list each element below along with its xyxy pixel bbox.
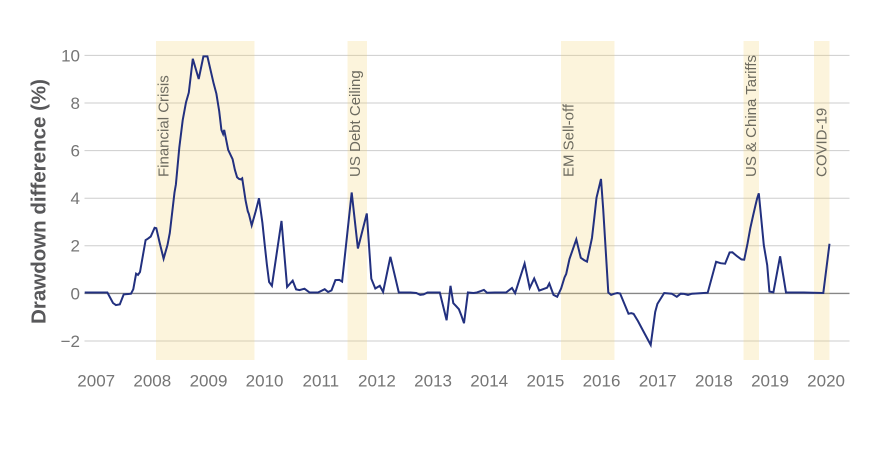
svg-text:2017: 2017 (639, 372, 677, 391)
svg-text:4: 4 (71, 189, 80, 208)
svg-text:2011: 2011 (303, 372, 340, 391)
svg-text:2010: 2010 (246, 372, 284, 391)
svg-text:10: 10 (61, 46, 80, 65)
svg-text:US Debt Ceiling: US Debt Ceiling (347, 70, 364, 177)
svg-text:2020: 2020 (807, 372, 845, 391)
svg-text:2012: 2012 (358, 372, 396, 391)
svg-text:US & China Tariffs: US & China Tariffs (743, 55, 760, 177)
svg-text:2016: 2016 (583, 372, 621, 391)
svg-text:2007: 2007 (77, 372, 115, 391)
svg-text:2019: 2019 (751, 372, 789, 391)
svg-text:2009: 2009 (190, 372, 228, 391)
svg-text:2015: 2015 (526, 372, 564, 391)
svg-text:−2: −2 (61, 332, 80, 351)
svg-text:2018: 2018 (695, 372, 733, 391)
svg-text:2013: 2013 (414, 372, 452, 391)
svg-text:2014: 2014 (470, 372, 508, 391)
svg-text:EM Sell-off: EM Sell-off (561, 103, 578, 177)
svg-text:Financial Crisis: Financial Crisis (156, 75, 173, 177)
svg-text:6: 6 (71, 142, 80, 161)
svg-text:Drawdown difference (%): Drawdown difference (%) (28, 79, 51, 324)
svg-text:2008: 2008 (133, 372, 171, 391)
svg-text:COVID-19: COVID-19 (814, 108, 831, 177)
svg-text:0: 0 (71, 284, 80, 303)
svg-text:8: 8 (71, 94, 80, 113)
svg-text:2: 2 (71, 237, 80, 256)
